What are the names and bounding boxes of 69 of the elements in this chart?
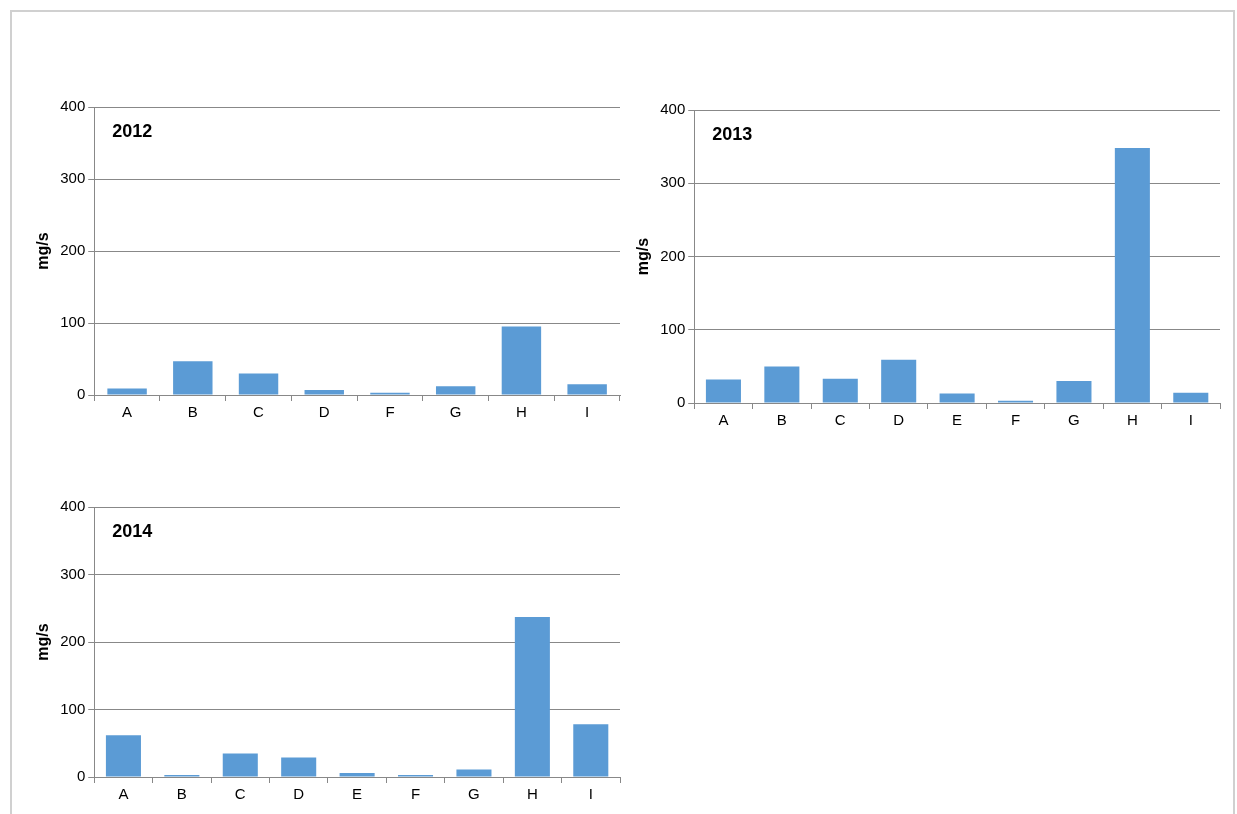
bar	[304, 389, 344, 395]
x-tick-label: F	[410, 785, 421, 803]
x-tick-label: B	[187, 403, 198, 421]
y-tick-label: 300	[60, 169, 86, 187]
x-tick-label: C	[253, 403, 265, 421]
y-tick-label: 0	[76, 767, 86, 785]
x-tick-label: A	[118, 785, 129, 803]
y-tick-label: 200	[60, 632, 86, 650]
x-tick-label: F	[1010, 411, 1021, 429]
bar	[281, 757, 317, 777]
x-tick-label: B	[776, 411, 787, 429]
y-tick-label: 100	[60, 313, 86, 331]
y-axis-title: mg/s	[634, 237, 652, 276]
bar	[501, 326, 542, 395]
bar	[107, 388, 147, 395]
x-tick-label: G	[468, 785, 480, 803]
x-tick-label: I	[1188, 411, 1193, 429]
bar	[238, 373, 279, 395]
bar	[705, 379, 741, 403]
x-tick-label: E	[352, 785, 363, 803]
y-tick-label: 400	[60, 97, 86, 115]
bar	[939, 393, 975, 403]
bar	[105, 735, 141, 777]
x-tick-label: G	[449, 403, 462, 421]
x-tick-label: A	[122, 403, 133, 421]
bar	[514, 617, 550, 777]
bar	[435, 386, 476, 395]
bar	[764, 366, 800, 403]
bar	[1173, 392, 1209, 403]
x-tick-label: H	[526, 785, 538, 803]
y-tick-label: 0	[676, 393, 686, 411]
bar	[339, 772, 375, 777]
y-tick-label: 300	[60, 564, 86, 582]
bar	[1114, 148, 1150, 403]
y-axis-title: mg/s	[34, 623, 52, 661]
x-tick-label: C	[834, 411, 846, 429]
bar	[456, 769, 492, 777]
x-tick-label: F	[385, 403, 395, 421]
x-tick-label: H	[1126, 411, 1138, 429]
x-tick-label: E	[952, 411, 963, 429]
y-tick-label: 200	[660, 246, 686, 264]
bar	[1056, 381, 1092, 403]
text: 2012	[112, 120, 153, 141]
text: 2013	[712, 123, 753, 144]
y-tick-label: 200	[60, 241, 86, 259]
x-tick-label: D	[893, 411, 905, 429]
y-tick-label: 400	[60, 497, 86, 515]
y-tick-label: 100	[660, 319, 686, 337]
bar	[573, 724, 609, 777]
bar	[881, 359, 917, 403]
x-tick-label: C	[234, 785, 246, 803]
x-tick-label: B	[176, 785, 187, 803]
bar	[567, 384, 607, 395]
y-axis-title: mg/s	[34, 232, 52, 270]
text: 2014	[112, 520, 153, 541]
y-tick-label: 300	[660, 173, 686, 191]
y-tick-label: 0	[76, 385, 86, 403]
y-tick-label: 100	[60, 699, 86, 717]
bar	[173, 361, 213, 395]
x-tick-label: G	[1068, 411, 1080, 429]
x-tick-label: I	[585, 403, 590, 421]
bar	[222, 753, 258, 777]
y-tick-label: 400	[660, 100, 686, 118]
x-tick-label: H	[516, 403, 527, 421]
x-tick-label: D	[293, 785, 305, 803]
x-tick-label: D	[318, 403, 330, 421]
x-tick-label: A	[718, 411, 729, 429]
bar	[822, 378, 858, 403]
x-tick-label: I	[588, 785, 593, 803]
